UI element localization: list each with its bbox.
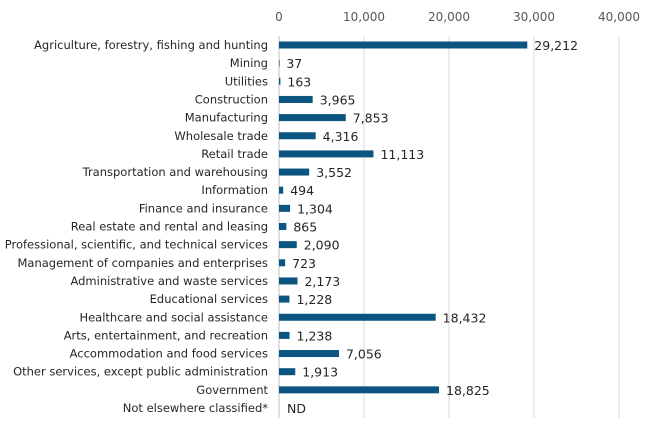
category-label: Not elsewhere classified* xyxy=(123,401,268,415)
bar xyxy=(279,168,310,176)
bar xyxy=(279,77,281,85)
bar xyxy=(279,132,316,140)
data-label: 1,913 xyxy=(302,365,338,380)
data-label: 2,090 xyxy=(304,238,340,253)
category-label: Wholesale trade xyxy=(174,129,268,143)
data-label: 163 xyxy=(287,74,311,89)
category-label: Information xyxy=(201,183,268,197)
category-label: Retail trade xyxy=(201,147,268,161)
data-label: 1,238 xyxy=(297,328,333,343)
bar xyxy=(279,150,374,158)
data-label: 11,113 xyxy=(380,147,424,162)
x-tick-label: 0 xyxy=(275,10,283,24)
category-label: Real estate and rental and leasing xyxy=(71,220,268,234)
bar xyxy=(279,95,313,103)
data-label: 4,316 xyxy=(323,129,359,144)
x-tick-label: 30,000 xyxy=(513,10,555,24)
x-tick-label: 40,000 xyxy=(598,10,640,24)
data-label: 494 xyxy=(290,183,314,198)
category-label: Manufacturing xyxy=(185,111,268,125)
category-label: Transportation and warehousing xyxy=(82,165,268,179)
bar xyxy=(279,186,284,194)
category-label: Arts, entertainment, and recreation xyxy=(64,328,268,342)
category-label: Finance and insurance xyxy=(139,201,268,215)
bar xyxy=(279,241,297,249)
bar xyxy=(279,331,290,339)
bar xyxy=(279,350,339,358)
category-label: Administrative and waste services xyxy=(70,274,268,288)
bar xyxy=(279,386,440,394)
bar xyxy=(279,295,290,303)
bar xyxy=(279,313,436,321)
category-label: Accommodation and food services xyxy=(70,347,268,361)
category-label: Utilities xyxy=(225,74,268,88)
bar xyxy=(279,41,528,49)
x-tick-label: 10,000 xyxy=(343,10,385,24)
data-label: 18,825 xyxy=(446,383,490,398)
data-label: 1,228 xyxy=(296,292,332,307)
category-label: Management of companies and enterprises xyxy=(17,256,268,270)
data-label: 2,173 xyxy=(304,274,340,289)
data-label: 7,853 xyxy=(353,111,389,126)
data-label: 3,552 xyxy=(316,165,352,180)
data-label: 1,304 xyxy=(297,201,333,216)
bar xyxy=(279,59,280,67)
data-label: 723 xyxy=(292,256,316,271)
bar xyxy=(279,259,286,267)
data-label: 865 xyxy=(293,220,317,235)
category-label: Government xyxy=(196,383,268,397)
category-label: Professional, scientific, and technical … xyxy=(5,238,268,252)
data-label: 37 xyxy=(286,56,302,71)
data-label: 7,056 xyxy=(346,347,382,362)
bar xyxy=(279,204,291,212)
category-label: Agriculture, forestry, fishing and hunti… xyxy=(34,38,268,52)
bar xyxy=(279,277,298,285)
bar xyxy=(279,368,296,376)
category-label: Other services, except public administra… xyxy=(13,365,268,379)
bar xyxy=(279,114,346,122)
category-label: Healthcare and social assistance xyxy=(79,310,268,324)
category-label: Construction xyxy=(195,92,268,106)
data-label: 18,432 xyxy=(443,310,487,325)
data-label: 3,965 xyxy=(320,92,356,107)
data-label: ND xyxy=(287,401,306,416)
bar xyxy=(279,223,287,230)
category-label: Educational services xyxy=(150,292,268,306)
data-label: 29,212 xyxy=(534,38,578,53)
category-label: Mining xyxy=(230,56,268,70)
x-tick-label: 20,000 xyxy=(428,10,470,24)
